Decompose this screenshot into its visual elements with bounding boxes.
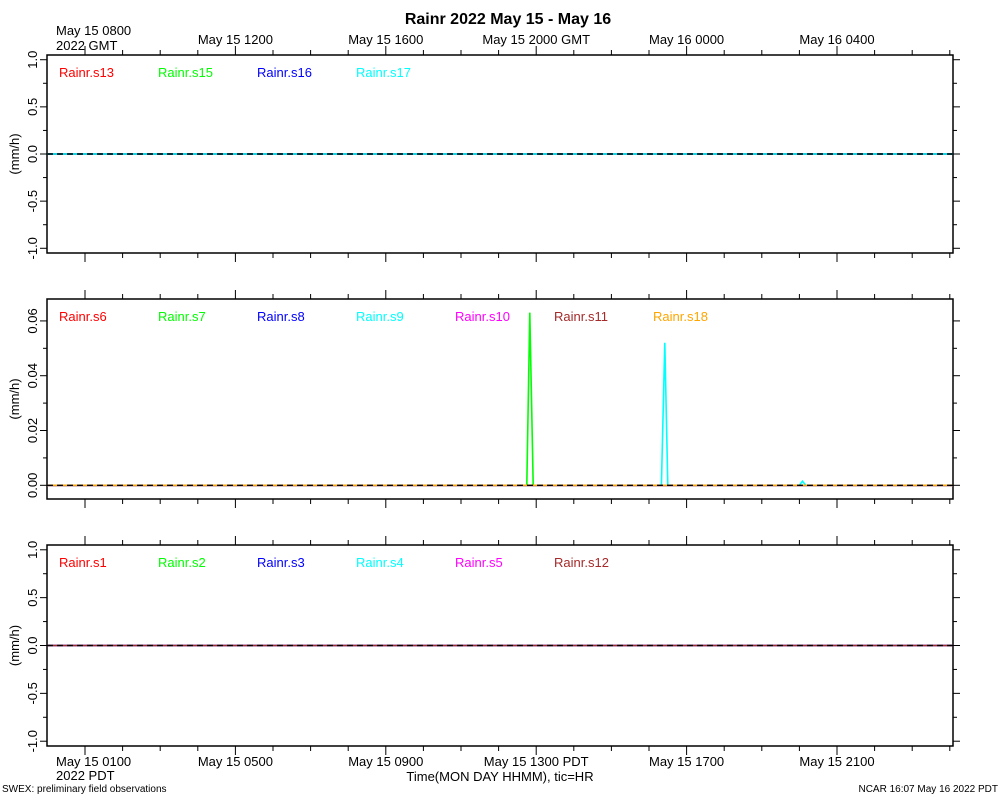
legend-entry: Rainr.s9 xyxy=(356,309,404,324)
y-tick-label: 0.04 xyxy=(25,363,40,388)
legend-entry: Rainr.s15 xyxy=(158,65,213,80)
y-tick-label: 0.02 xyxy=(25,418,40,443)
panel-frame xyxy=(46,298,954,500)
bottom-x-tick-label-line2: 2022 PDT xyxy=(56,768,115,783)
y-tick-label: -1.0 xyxy=(25,237,40,259)
y-tick-label: 0.0 xyxy=(25,636,40,654)
legend-entry: Rainr.s13 xyxy=(59,65,114,80)
panel-1: 1.0 0.5 0.0 -0.5 -1.0 (mm/h) Rainr.s13 Rainr.s1… xyxy=(7,46,960,262)
y-axis-label: (mm/h) xyxy=(7,133,22,174)
series-line-Rainr.s9 xyxy=(47,342,953,487)
y-axis-label: (mm/h) xyxy=(7,625,22,666)
legend-entry: Rainr.s18 xyxy=(653,309,708,324)
footer-right-stamp: NCAR 16:07 May 16 2022 PDT xyxy=(858,784,998,795)
legend-entry: Rainr.s7 xyxy=(158,309,206,324)
top-x-tick-label: May 15 1600 xyxy=(348,32,423,47)
legend-entry: Rainr.s3 xyxy=(257,555,305,570)
bottom-x-tick-label: May 15 1300 PDT xyxy=(484,754,589,769)
top-x-tick-label: May 15 2000 GMT xyxy=(482,32,590,47)
top-x-tick-label-line2: 2022 GMT xyxy=(56,38,117,53)
bottom-x-tick-label: May 15 2100 xyxy=(799,754,874,769)
legend-entry: Rainr.s10 xyxy=(455,309,510,324)
legend-entry: Rainr.s12 xyxy=(554,555,609,570)
y-tick-label: 0.5 xyxy=(25,98,40,116)
top-x-tick-label: May 16 0000 xyxy=(649,32,724,47)
bottom-x-tick-label: May 15 0900 xyxy=(348,754,423,769)
y-tick-label: 1.0 xyxy=(25,51,40,69)
panels-group: 1.0 0.5 0.0 -0.5 -1.0 (mm/h) Rainr.s13 Rainr.s1… xyxy=(7,23,960,783)
x-axis-label: Time(MON DAY HHMM), tic=HR xyxy=(406,769,593,784)
legend-entry: Rainr.s6 xyxy=(59,309,107,324)
top-x-tick-label: May 15 0800 xyxy=(56,23,131,38)
bottom-x-tick-label: May 15 0500 xyxy=(198,754,273,769)
y-tick-label: 0.0 xyxy=(25,145,40,163)
footer-left-note: SWEX: preliminary field observations xyxy=(2,784,167,795)
legend-entry: Rainr.s17 xyxy=(356,65,411,80)
legend-entry: Rainr.s5 xyxy=(455,555,503,570)
legend-entry: Rainr.s8 xyxy=(257,309,305,324)
top-x-tick-label: May 15 1200 xyxy=(198,32,273,47)
y-tick-label: 0.5 xyxy=(25,589,40,607)
bottom-x-tick-label: May 15 1700 xyxy=(649,754,724,769)
panel-2: 0.06 0.04 0.02 0.00 (mm/h) Rainr.s6 Rainr.s7 Ra… xyxy=(7,290,960,508)
series-line-Rainr.s7 xyxy=(47,312,953,487)
top-x-tick-label: May 16 0400 xyxy=(799,32,874,47)
legend-entry: Rainr.s11 xyxy=(554,309,608,324)
chart-title: Rainr 2022 May 15 - May 16 xyxy=(405,11,611,28)
y-tick-label: 1.0 xyxy=(25,541,40,559)
y-tick-label: 0.00 xyxy=(25,473,40,498)
y-tick-label: -0.5 xyxy=(25,190,40,212)
y-tick-label: -0.5 xyxy=(25,682,40,704)
legend-entry: Rainr.s16 xyxy=(257,65,312,80)
y-tick-label: 0.06 xyxy=(25,308,40,333)
y-axis-label: (mm/h) xyxy=(7,378,22,419)
panel-3: 1.0 0.5 0.0 -0.5 -1.0 (mm/h) Rainr.s1 Rainr.s2 R… xyxy=(7,536,960,755)
legend-entry: Rainr.s2 xyxy=(158,555,206,570)
y-tick-label: -1.0 xyxy=(25,730,40,752)
legend-entry: Rainr.s4 xyxy=(356,555,404,570)
legend-entry: Rainr.s1 xyxy=(59,555,107,570)
bottom-x-tick-label: May 15 0100 xyxy=(56,754,131,769)
